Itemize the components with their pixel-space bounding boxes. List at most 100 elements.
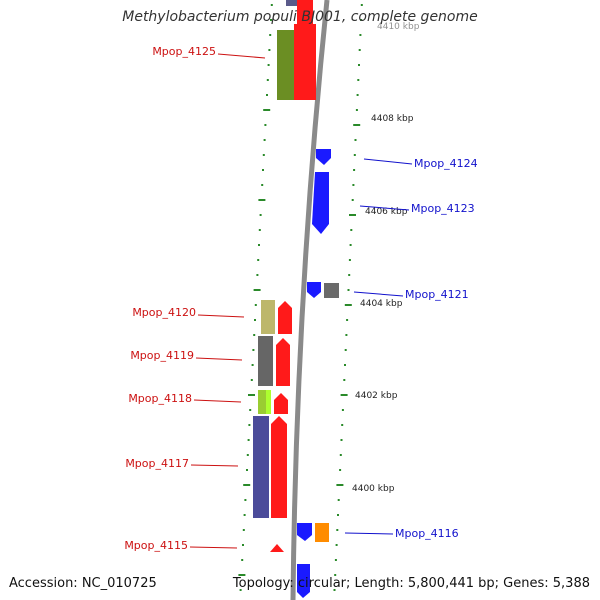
ruler-tick	[351, 199, 354, 201]
ruler-tick	[346, 319, 349, 321]
ruler-tick	[355, 109, 358, 111]
gene-arrow-red-4117[interactable]	[271, 416, 287, 518]
gene-arrow-red-4120[interactable]	[278, 301, 292, 334]
gene-arrow-red-4115[interactable]	[270, 544, 284, 552]
ruler-tick	[256, 274, 259, 276]
gene-block-red-top[interactable]	[294, 24, 316, 100]
ruler-tick	[345, 334, 348, 336]
label-mpop-4116[interactable]: Mpop_4116	[395, 527, 459, 540]
ruler-tick	[269, 34, 272, 36]
ruler-tick	[347, 289, 350, 291]
leader-4120	[197, 314, 245, 318]
kbp-tick-4404: 4404 kbp	[360, 299, 403, 309]
ruler-tick	[258, 199, 266, 201]
gene-arrow-red-4118[interactable]	[274, 393, 288, 414]
ruler-tick	[250, 379, 253, 381]
ruler-tick	[350, 229, 353, 231]
ruler-tick	[357, 79, 360, 81]
gene-block-slate-4117[interactable]	[253, 416, 269, 518]
ruler-tick	[333, 589, 336, 591]
ruler-tick	[358, 49, 361, 51]
label-mpop-4117[interactable]: Mpop_4117	[125, 457, 189, 470]
gene-block-gray-top[interactable]	[286, 0, 300, 6]
ruler-tick	[266, 79, 269, 81]
ruler-tick	[257, 259, 260, 261]
ruler-tick	[243, 484, 251, 486]
ruler-tick	[243, 514, 246, 516]
ruler-tick	[340, 394, 348, 396]
gene-block-olive[interactable]	[277, 30, 294, 100]
ruler-tick	[353, 124, 361, 126]
label-mpop-4120[interactable]: Mpop_4120	[132, 306, 196, 319]
ruler-tick	[349, 244, 352, 246]
gene-block-red-top-cap[interactable]	[297, 0, 313, 24]
gene-arrow-4123[interactable]	[312, 172, 329, 234]
label-mpop-4123[interactable]: Mpop_4123	[411, 202, 475, 215]
gene-block-lime-4118b[interactable]	[266, 390, 271, 414]
ruler-tick	[254, 319, 256, 321]
genome-backbone	[290, 0, 330, 600]
label-mpop-4119[interactable]: Mpop_4119	[130, 349, 194, 362]
ruler-tick	[359, 34, 362, 36]
ruler-tick	[259, 214, 262, 216]
kbp-tick-4402: 4402 kbp	[355, 391, 398, 401]
ruler-tick	[339, 454, 342, 456]
gene-block-lime-4118[interactable]	[258, 390, 266, 414]
ruler-tick	[358, 64, 360, 66]
ruler-tick	[340, 439, 343, 441]
ruler-tick	[336, 529, 339, 531]
ruler-tick	[238, 574, 246, 576]
leader-4119	[195, 357, 243, 361]
ruler-tick	[348, 259, 351, 261]
ruler-tick	[241, 559, 244, 561]
ruler-tick	[348, 274, 351, 276]
accession-text: Accession: NC_010725	[9, 576, 157, 591]
ruler-tick	[246, 454, 249, 456]
label-mpop-4125[interactable]: Mpop_4125	[152, 45, 216, 58]
ruler-tick	[356, 94, 359, 96]
ruler-tick	[263, 109, 271, 111]
ruler-tick	[344, 349, 347, 351]
ruler-tick	[252, 349, 255, 351]
gene-block-khaki-4120[interactable]	[261, 300, 275, 334]
label-mpop-4121[interactable]: Mpop_4121	[405, 288, 469, 301]
genome-summary-text: Topology: circular; Length: 5,800,441 bp…	[232, 576, 590, 591]
label-mpop-4124[interactable]: Mpop_4124	[414, 157, 478, 170]
leader-4118	[193, 399, 242, 403]
ruler-tick	[349, 214, 356, 216]
ruler-tick	[335, 544, 338, 546]
leader-4117	[190, 464, 239, 467]
ruler-tick	[354, 139, 357, 141]
ruler-tick	[242, 529, 245, 531]
ruler-tick	[270, 4, 273, 6]
kbp-tick-4408: 4408 kbp	[371, 114, 414, 124]
ruler-tick	[337, 514, 339, 516]
gene-arrow-blue-bottom[interactable]	[297, 564, 310, 598]
ruler-tick	[242, 544, 244, 546]
ruler-tick	[353, 154, 356, 156]
gene-arrow-4121[interactable]	[307, 282, 321, 298]
ruler-tick	[264, 124, 267, 126]
gene-arrow-4116-blue[interactable]	[297, 523, 312, 541]
ruler-left	[238, 4, 273, 591]
label-mpop-4118[interactable]: Mpop_4118	[128, 392, 192, 405]
gene-arrow-4124[interactable]	[316, 149, 331, 165]
ruler-tick	[253, 289, 261, 291]
leader-4116	[344, 532, 394, 535]
ruler-tick	[263, 139, 266, 141]
ruler-tick	[246, 469, 248, 471]
gene-block-gray-4119[interactable]	[258, 336, 273, 386]
gene-block-orange-4116[interactable]	[315, 523, 329, 542]
gene-arrow-red-4119[interactable]	[276, 338, 290, 386]
leader-4125	[217, 53, 266, 59]
ruler-tick	[334, 574, 337, 576]
label-mpop-4115[interactable]: Mpop_4115	[124, 539, 188, 552]
ruler-tick	[336, 484, 344, 486]
ruler-tick	[266, 94, 268, 96]
gene-block-gray-4121[interactable]	[324, 283, 339, 298]
ruler-tick	[339, 469, 342, 471]
ruler-tick	[353, 169, 356, 171]
ruler-tick	[258, 244, 260, 246]
ruler-right	[333, 4, 363, 591]
